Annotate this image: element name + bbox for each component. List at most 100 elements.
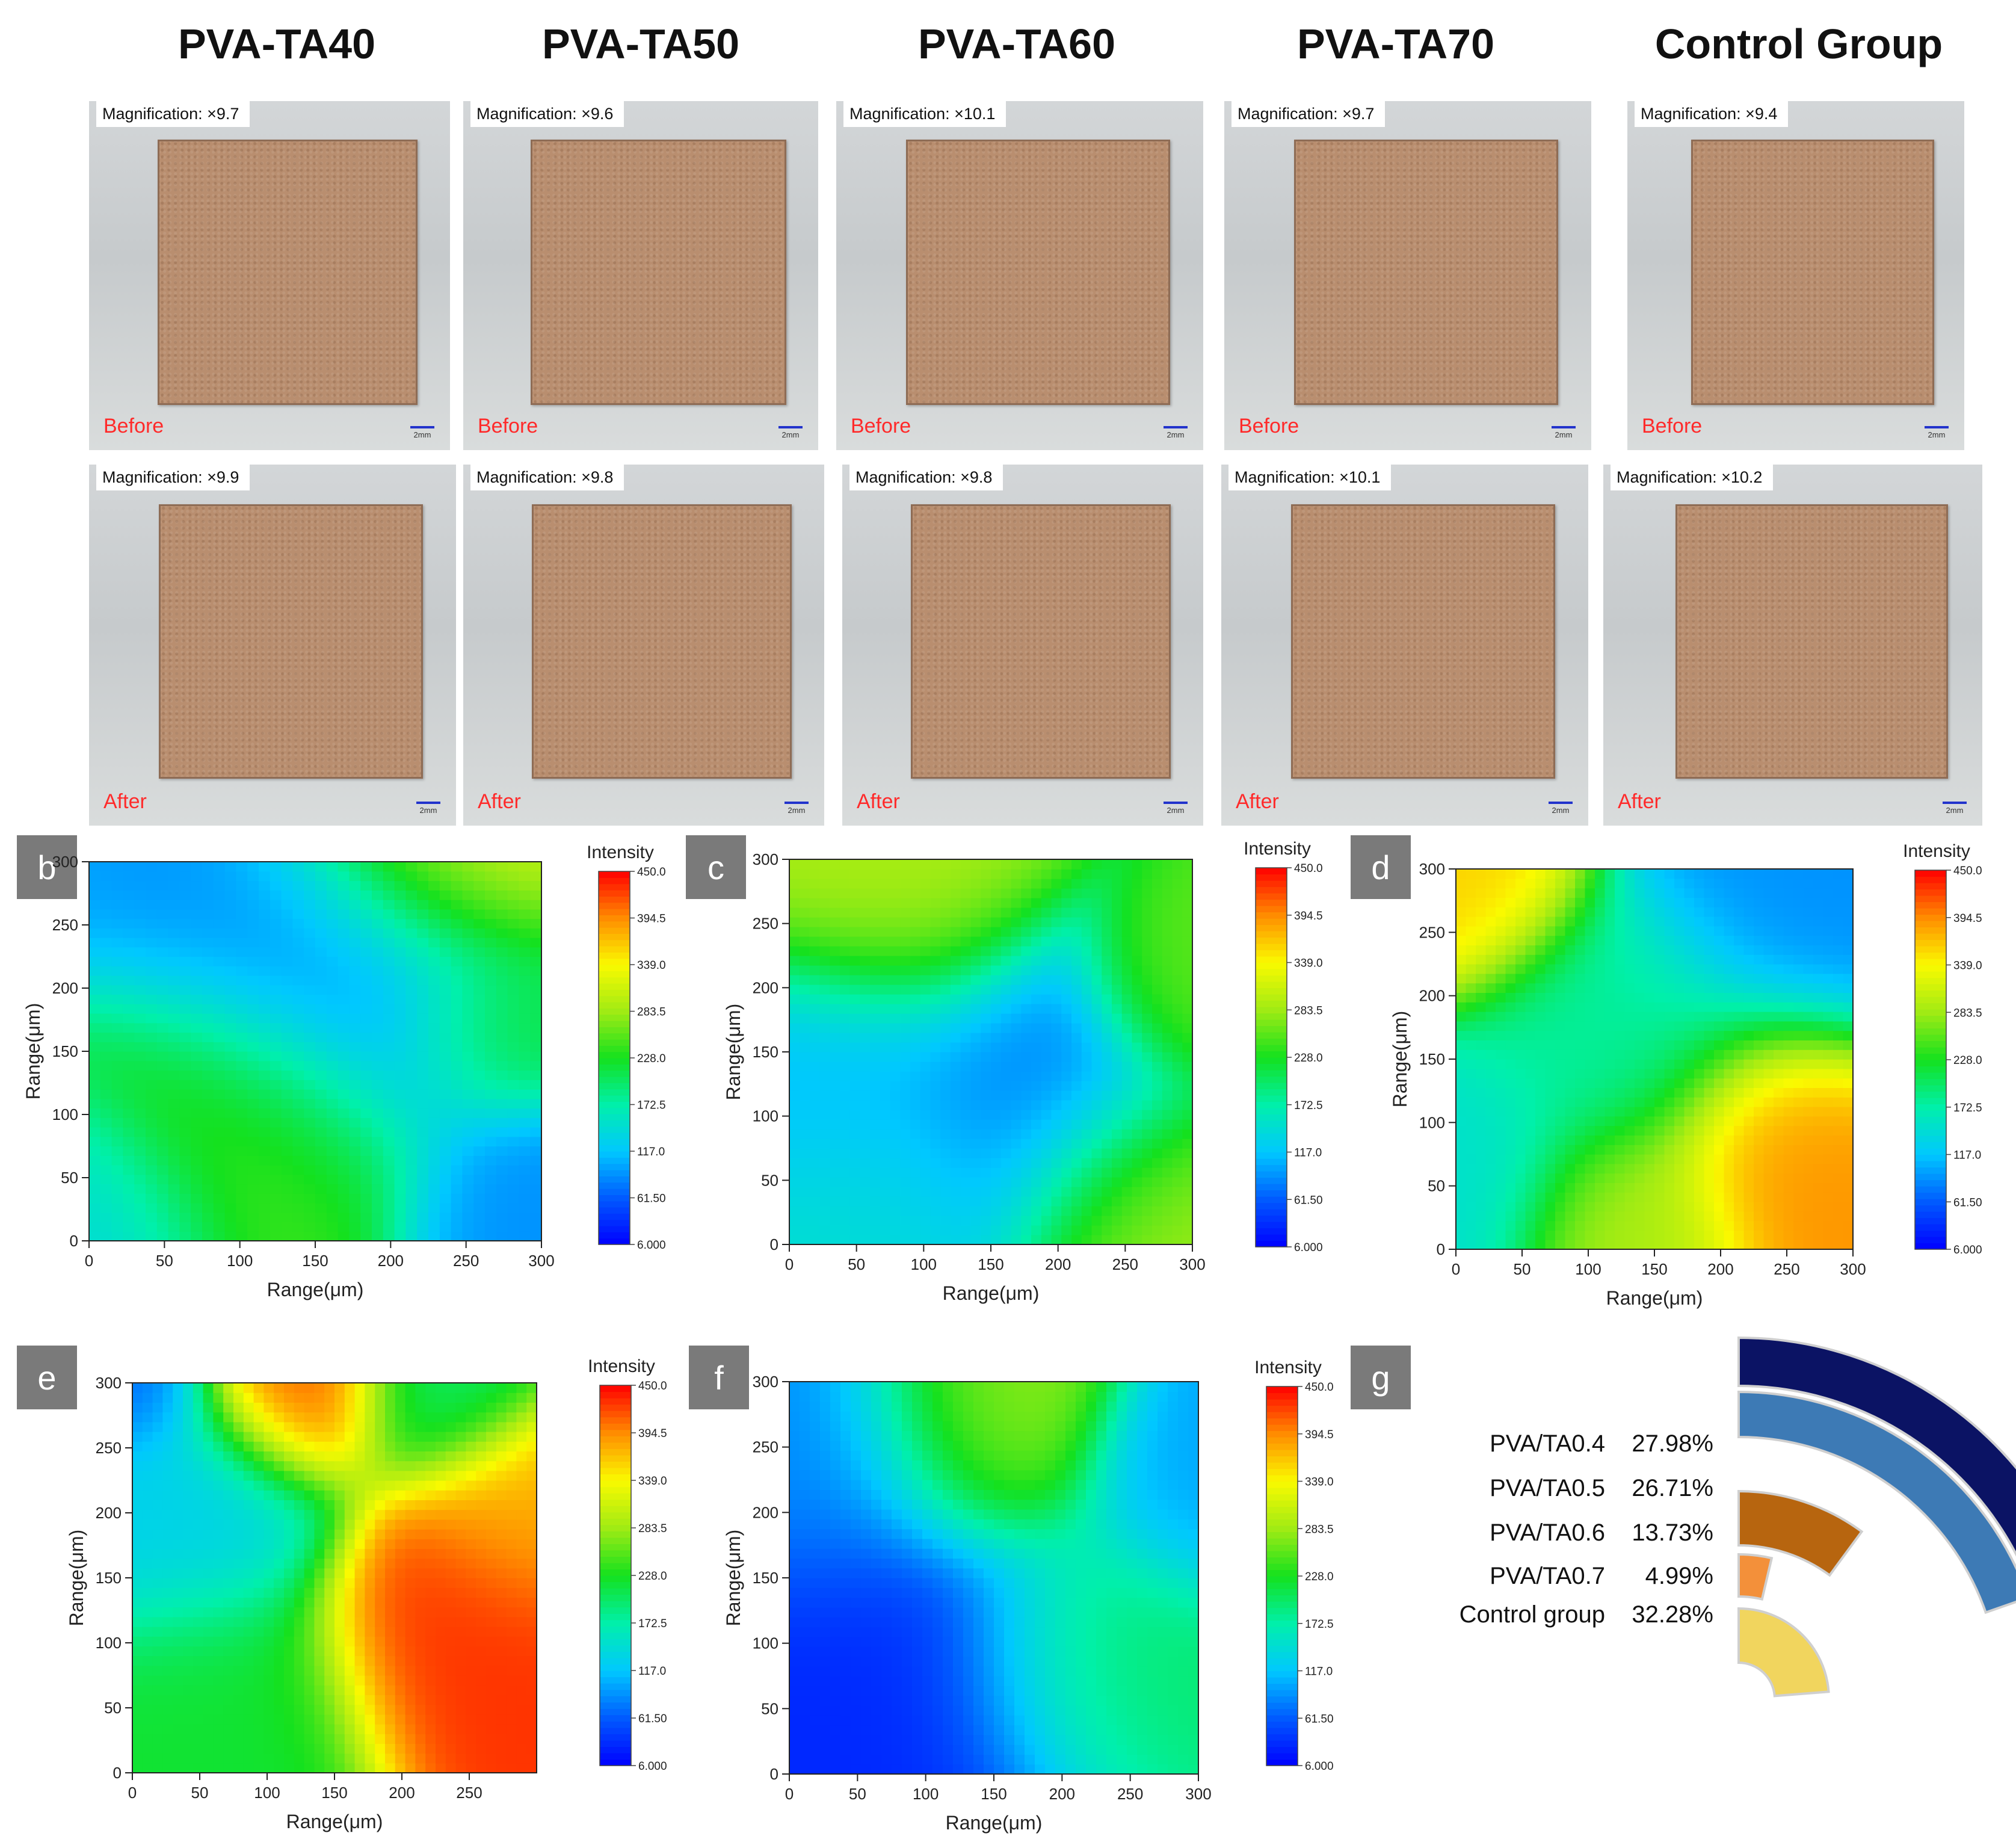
magnification-label: Magnification: ×9.9	[96, 465, 250, 490]
heatmap-cell	[1714, 1211, 1725, 1222]
heatmap-cell	[1575, 1240, 1586, 1250]
colorbar-segment	[599, 946, 630, 953]
heatmap-cell	[930, 1129, 941, 1139]
heatmap-cell	[1011, 1081, 1022, 1091]
heatmap-cell	[1674, 1040, 1685, 1050]
heatmap-cell	[1121, 946, 1133, 956]
heatmap-cell	[462, 956, 474, 966]
before-label: Before	[103, 415, 164, 437]
heatmap-cell	[1674, 1078, 1685, 1088]
heatmap-cell	[168, 918, 180, 929]
colorbar-segment	[1256, 906, 1287, 913]
heatmap-cell	[1635, 1145, 1645, 1155]
heatmap-cell	[1182, 917, 1193, 927]
heatmap-cell	[1505, 1116, 1516, 1127]
heatmap-cell	[247, 1193, 259, 1204]
colorbar-segment	[599, 958, 630, 965]
heatmap-cell	[1505, 1078, 1516, 1088]
heatmap-cell	[1604, 1040, 1615, 1050]
heatmap-cell	[213, 1042, 226, 1052]
heatmap-cell	[156, 1089, 169, 1099]
heatmap-cell	[930, 1062, 941, 1072]
heatmap-cell	[349, 1146, 361, 1156]
heatmap-cell	[1813, 916, 1824, 927]
heatmap-cell	[981, 1148, 991, 1158]
heatmap-cell	[1485, 897, 1496, 907]
heatmap-cell	[1081, 1177, 1093, 1187]
heatmap-cell	[870, 1023, 881, 1033]
heatmap-cell	[1704, 888, 1715, 898]
heatmap-cell	[809, 946, 820, 956]
heatmap-cell	[849, 1167, 860, 1178]
heatmap-cell	[1112, 859, 1123, 870]
heatmap-cell	[1051, 936, 1062, 947]
heatmap-cell	[1793, 1040, 1804, 1050]
heatmap-cell	[970, 1081, 981, 1091]
heatmap-cell	[1813, 1173, 1824, 1183]
colorbar-tick-label: 172.5	[1294, 1099, 1323, 1112]
heatmap-cell	[496, 1231, 508, 1241]
heatmap-cell	[1813, 1163, 1824, 1174]
heatmap-cell	[1011, 975, 1022, 985]
heatmap-cell	[1674, 1107, 1685, 1117]
heatmap-cell	[451, 994, 463, 1004]
heatmap-cell	[900, 1013, 911, 1024]
heatmap-cell	[1000, 1129, 1012, 1139]
heatmap-cell	[1535, 1220, 1546, 1231]
heatmap-cell	[860, 1177, 871, 1187]
heatmap-cell	[315, 1070, 327, 1080]
heatmap-cell	[360, 1136, 372, 1147]
heatmap-cell	[920, 869, 931, 879]
micrograph-before: Magnification: ×9.7 Before 2mm	[89, 101, 450, 450]
heatmap-cell	[1091, 984, 1102, 995]
heatmap-cell	[1061, 1129, 1072, 1139]
heatmap-cell	[451, 1136, 463, 1147]
heatmap-cell	[213, 1212, 226, 1223]
heatmap-cell	[89, 1080, 101, 1090]
heatmap-cell	[168, 1022, 180, 1033]
heatmap-cell	[111, 871, 123, 882]
heatmap-cell	[1505, 1068, 1516, 1079]
heatmap-cell	[247, 1108, 259, 1118]
heatmap-cell	[428, 1032, 440, 1042]
heatmap-cell	[428, 890, 440, 900]
heatmap-cell	[1142, 1216, 1153, 1226]
heatmap-cell	[1182, 1129, 1193, 1139]
heatmap-cell	[1604, 983, 1615, 993]
heatmap-cell	[1091, 879, 1102, 889]
heatmap-cell	[111, 966, 123, 976]
heatmap-cell	[191, 1070, 203, 1080]
heatmap-cell	[1466, 1163, 1476, 1174]
colorbar-segment	[1256, 975, 1287, 982]
heatmap-cell	[1654, 1220, 1665, 1231]
heatmap-cell	[1575, 1145, 1586, 1155]
heatmap-cell	[870, 1196, 881, 1207]
heatmap-cell	[1102, 946, 1112, 956]
heatmap-cell	[224, 1146, 236, 1156]
heatmap-cell	[819, 1119, 830, 1130]
heatmap-cell	[530, 938, 542, 948]
heatmap-cell	[236, 1051, 248, 1062]
heatmap-cell	[1102, 1187, 1112, 1197]
heatmap-cell	[1102, 1042, 1112, 1052]
heatmap-cell	[910, 984, 921, 995]
heatmap-cell	[1734, 1116, 1745, 1127]
heatmap-cell	[156, 1108, 169, 1118]
heatmap-cell	[224, 1127, 236, 1137]
heatmap-cell	[860, 917, 871, 927]
heatmap-cell	[394, 1042, 406, 1052]
sample-chip	[158, 504, 424, 779]
heatmap-cell	[507, 1146, 519, 1156]
heatmap-cell	[1694, 1182, 1705, 1193]
heatmap-cell	[849, 1033, 860, 1043]
heatmap-cell	[920, 1158, 931, 1168]
heatmap-cell	[1496, 973, 1506, 984]
heatmap-cell	[315, 1212, 327, 1223]
heatmap-cell	[1823, 1125, 1834, 1136]
heatmap-cell	[134, 938, 146, 948]
heatmap-cell	[1565, 992, 1576, 1003]
heatmap-cell	[1182, 879, 1193, 889]
heatmap-cell	[146, 1080, 158, 1090]
heatmap-cell	[819, 1033, 830, 1043]
heatmap-cell	[485, 1184, 497, 1194]
